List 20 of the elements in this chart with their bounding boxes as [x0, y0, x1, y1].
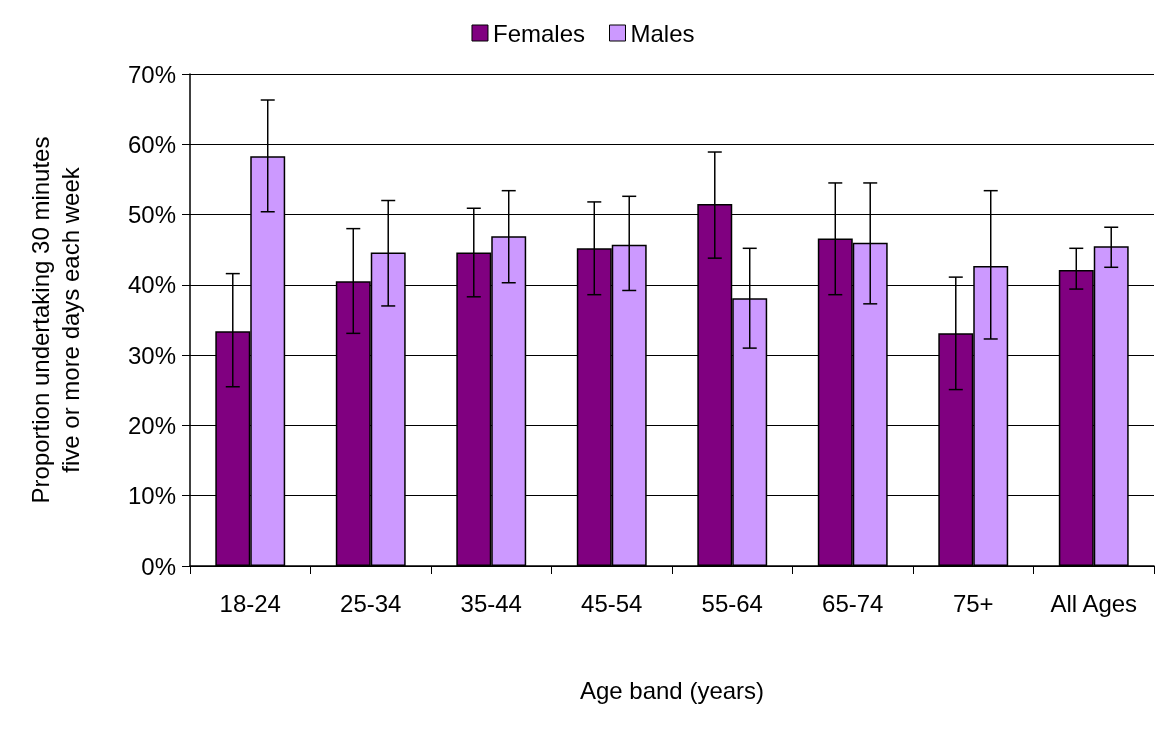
y-tick-label: 30%	[127, 341, 176, 369]
x-tick-label: 35-44	[460, 589, 522, 617]
y-tick-label: 20%	[127, 411, 176, 439]
x-tick-label: 45-54	[581, 589, 643, 617]
legend-label: Females	[492, 19, 586, 47]
y-tick-label: 40%	[127, 271, 176, 299]
x-tick-label: 75+	[952, 589, 994, 617]
y-tick-label: 50%	[127, 201, 176, 229]
y-tick-label: 10%	[127, 482, 176, 510]
x-tick-label: 25-34	[340, 589, 402, 617]
x-axis-title: Age band (years)	[579, 676, 765, 704]
x-tick-label: 65-74	[822, 589, 884, 617]
x-tick-label: All Ages	[1050, 589, 1138, 617]
y-tick-label: 0%	[141, 552, 176, 580]
x-tick-label: 18-24	[219, 589, 281, 617]
y-axis-title: Proportion undertaking 30 minutes five or more days each week	[26, 136, 84, 504]
y-tick-label: 60%	[127, 130, 176, 158]
x-tick-label: 55-64	[701, 589, 763, 617]
legend-label: Males	[630, 19, 695, 47]
y-tick-label: 70%	[127, 60, 176, 88]
